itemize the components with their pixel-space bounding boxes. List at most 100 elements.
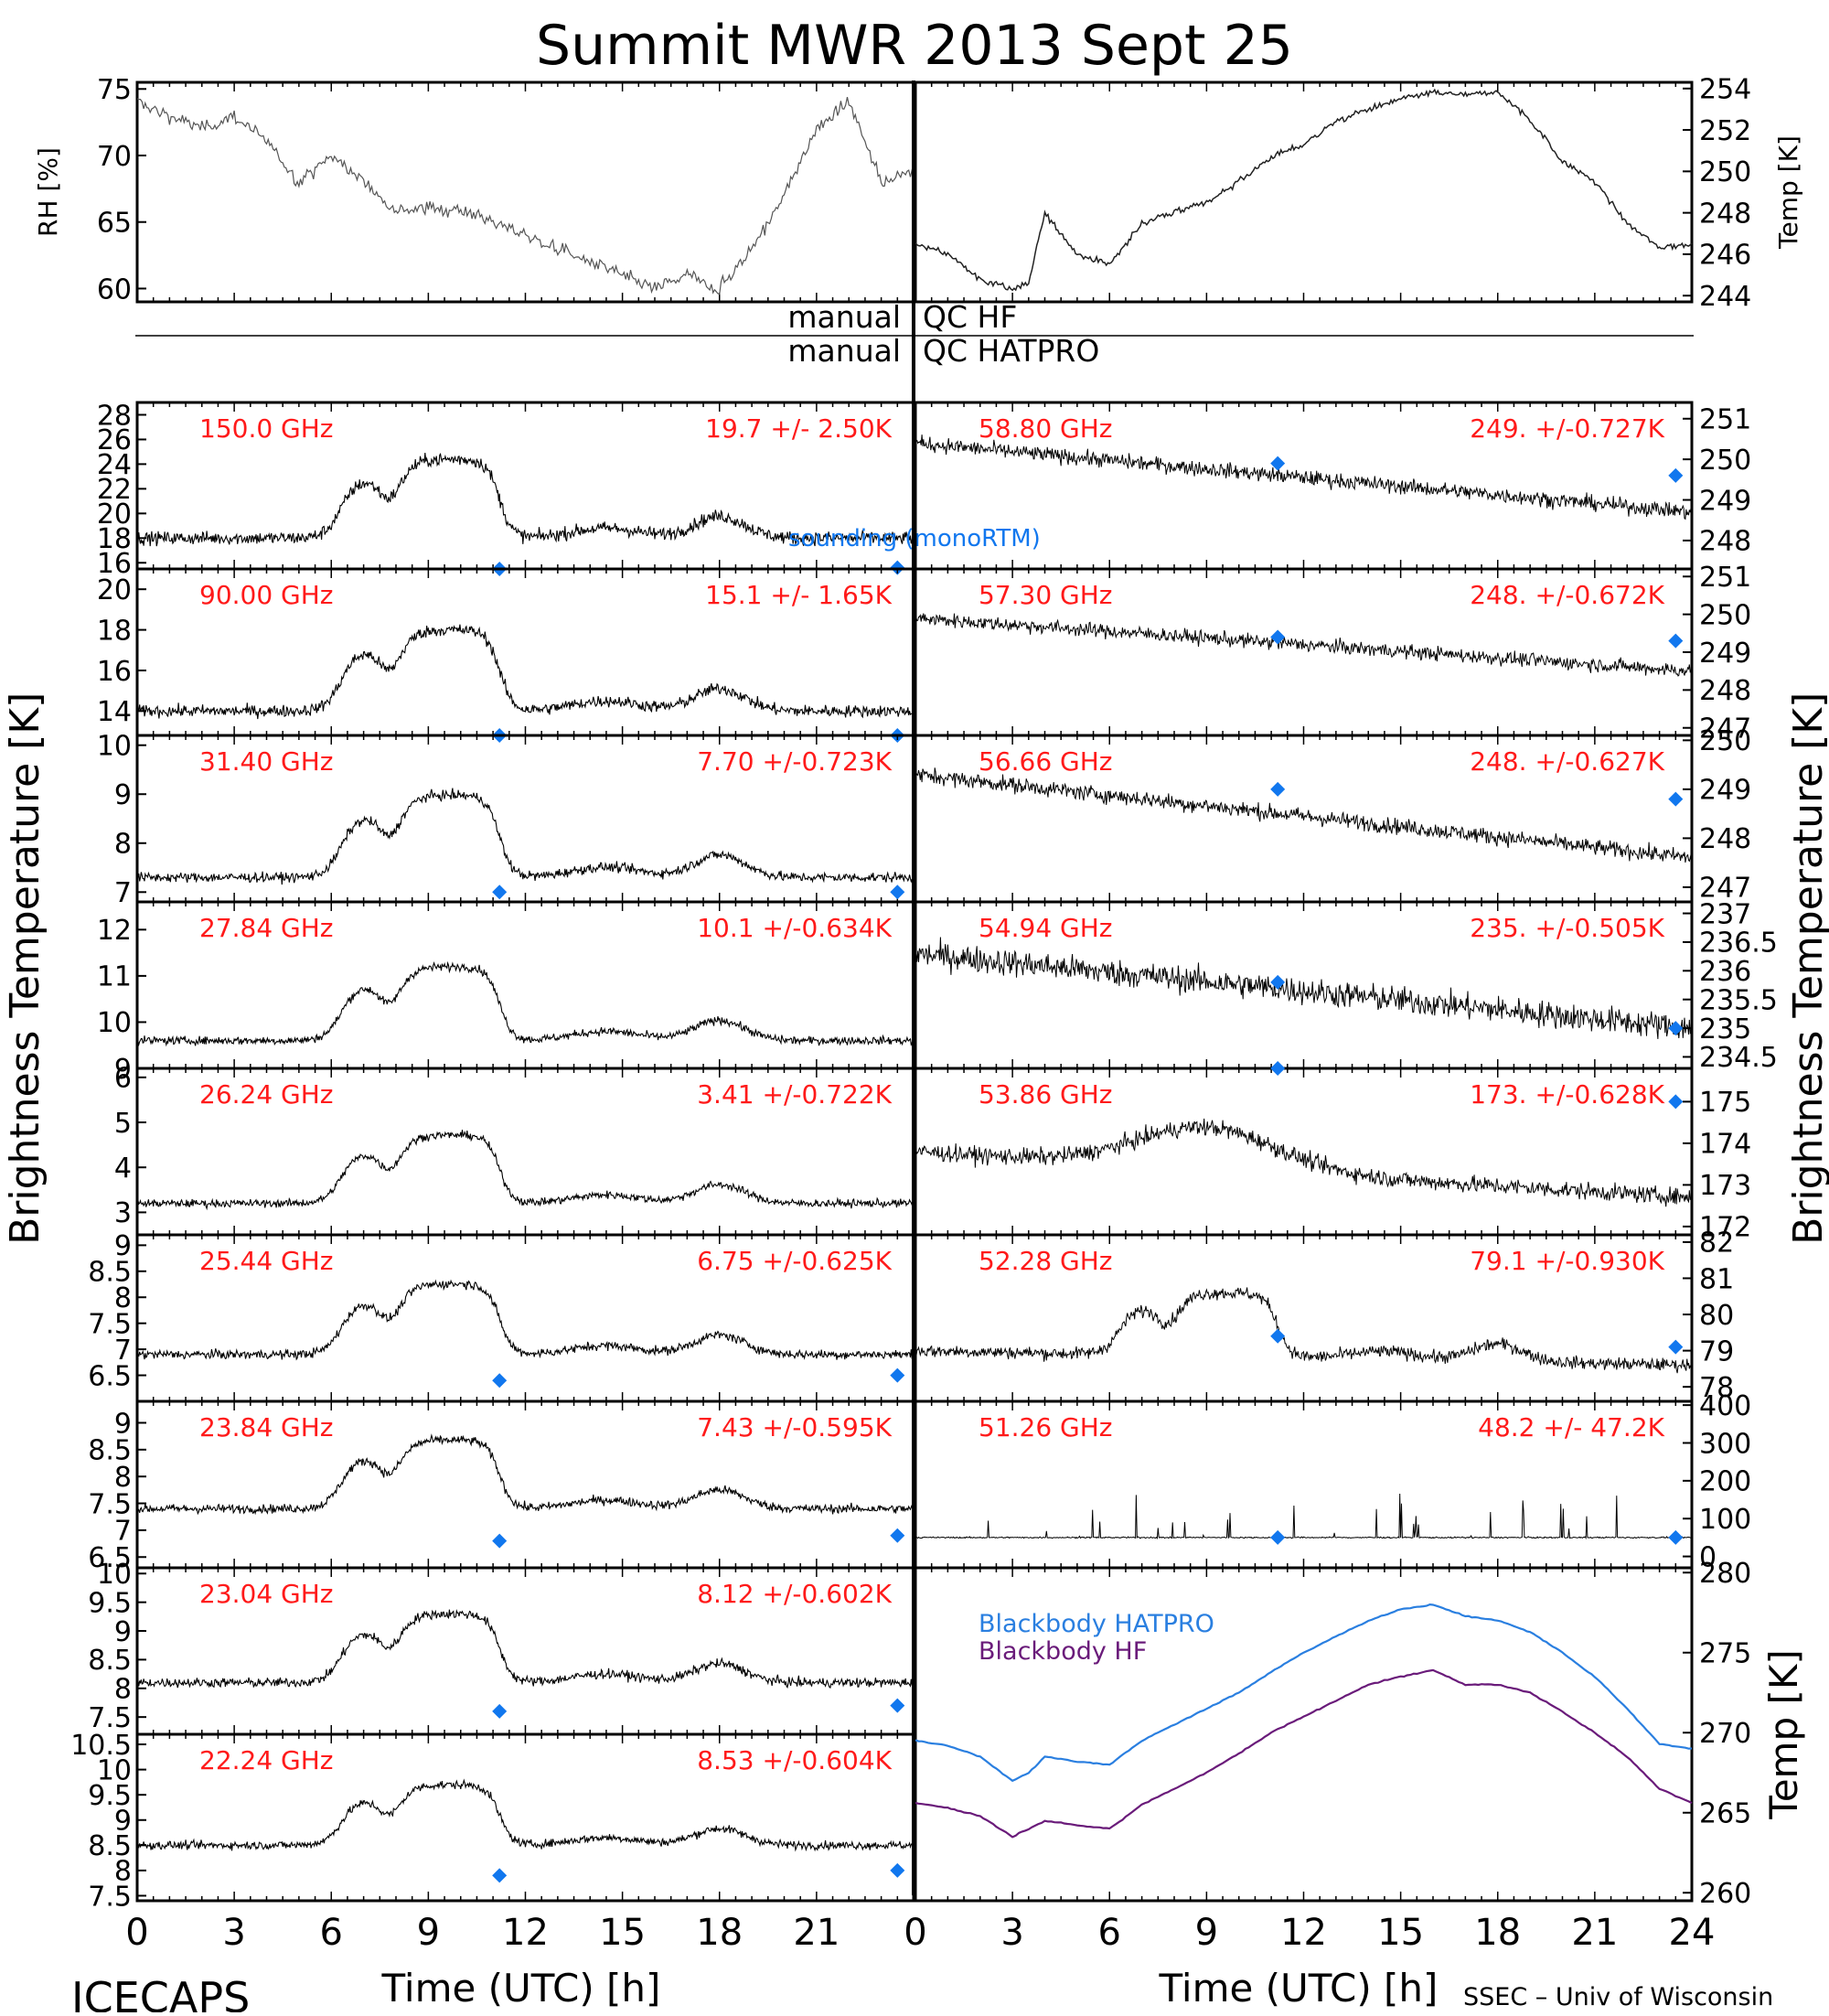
left-panel-7-statistics: 7.43 +/-0.595K: [697, 1412, 892, 1442]
temp-axis-label: Temp [K]: [1773, 135, 1803, 250]
right-panel-3-series: [914, 767, 1693, 863]
right-panel-4-series: [914, 937, 1693, 1039]
left-panel-1-ytick-label: 22: [97, 474, 132, 506]
right-panel-4-frequency: 54.94 GHz: [979, 913, 1113, 943]
x-tick-label-right: 24: [1669, 1912, 1716, 1954]
left-panel-9-frequency: 22.24 GHz: [199, 1745, 334, 1775]
blackbody-hatpro-legend: Blackbody HATPRO: [979, 1610, 1214, 1638]
left-panel-3-sounding-marker: [890, 885, 905, 900]
right-panel-5-ytick-label: 175: [1699, 1087, 1751, 1119]
left-panel-7-sounding-marker: [492, 1533, 508, 1549]
right-panel-4-statistics: 235. +/-0.505K: [1470, 913, 1664, 943]
blackbody-hf-line: [914, 1668, 1693, 1839]
left-panel-2-statistics: 15.1 +/- 1.65K: [705, 580, 892, 610]
right-panel-6-frequency: 52.28 GHz: [979, 1246, 1113, 1276]
left-panel-7-frequency: 23.84 GHz: [199, 1412, 334, 1442]
left-panel-5-ytick-label: 4: [114, 1153, 132, 1185]
left-panel-8-sounding-marker: [492, 1703, 508, 1719]
right-panel-5-ytick-label: 173: [1699, 1170, 1751, 1202]
left-panel-9-ytick-label: 8.5: [88, 1830, 132, 1862]
right-panel-1-ytick-label: 250: [1699, 445, 1751, 477]
right-panel-5-sounding-marker: [1270, 1061, 1286, 1076]
x-tick-label-right: 21: [1571, 1912, 1618, 1954]
left-panel-9-ytick-label: 9.5: [88, 1780, 132, 1812]
brightness-temperature-label-left: Brightness Temperature [K]: [2, 692, 48, 1245]
left-panel-4-ytick-label: 10: [97, 1007, 132, 1039]
right-panel-4-ytick-label: 235: [1699, 1013, 1751, 1046]
left-panel-9-ytick-label: 7.5: [88, 1881, 132, 1913]
left-panel-3-series: [136, 788, 914, 885]
temp-ytick-label: 248: [1699, 198, 1751, 230]
right-panel-2-sounding-marker: [1270, 629, 1286, 645]
left-panel-7-ytick-label: 8: [114, 1462, 132, 1494]
right-panel-3-ytick-label: 247: [1699, 873, 1751, 905]
x-tick-label-left: 21: [793, 1912, 840, 1954]
blackbody-ytick-label: 270: [1699, 1718, 1751, 1750]
right-panel-7-ytick-label: 100: [1699, 1504, 1751, 1536]
left-panel-6-ytick-label: 9: [114, 1230, 132, 1262]
left-panel-5-series: [136, 1130, 914, 1211]
left-panel-9-ytick-label: 9: [114, 1806, 132, 1838]
x-tick-label-right: 18: [1474, 1912, 1521, 1954]
right-panel-1-ytick-label: 249: [1699, 485, 1751, 517]
left-panel-9-sounding-marker: [890, 1862, 905, 1878]
left-panel-1-ytick-label: 24: [97, 449, 132, 481]
blackbody-ytick-label: 280: [1699, 1558, 1751, 1590]
right-panel-2-ytick-label: 251: [1699, 562, 1751, 594]
left-panel-6-ytick-label: 6.5: [88, 1360, 132, 1392]
left-panel-6-ytick-label: 8.5: [88, 1257, 132, 1289]
blackbody-ytick-label: 260: [1699, 1878, 1751, 1910]
temp-ytick-label: 254: [1699, 74, 1751, 106]
left-panel-8-ytick-label: 9: [114, 1616, 132, 1648]
temp-ytick-label: 252: [1699, 115, 1751, 147]
left-panel-9-ytick-label: 8: [114, 1856, 132, 1888]
chart-title: Summit MWR 2013 Sept 25: [536, 14, 1293, 78]
right-panel-5-series: [914, 1118, 1693, 1207]
right-panel-4-ytick-label: 236.5: [1699, 928, 1778, 960]
blackbody-hf-legend: Blackbody HF: [979, 1637, 1147, 1666]
left-panel-8-ytick-label: 8: [114, 1674, 132, 1706]
x-tick-label-right: 15: [1377, 1912, 1424, 1954]
right-panel-3-sounding-marker: [1668, 791, 1684, 807]
right-panel-4-ytick-label: 234.5: [1699, 1042, 1778, 1074]
right-panel-2-ytick-label: 248: [1699, 675, 1751, 707]
left-panel-8-series: [136, 1609, 914, 1689]
x-tick-label-right: 12: [1280, 1912, 1327, 1954]
left-panel-3-sounding-marker: [492, 885, 508, 900]
x-tick-label-right: 0: [904, 1912, 926, 1954]
right-panel-7-sounding-marker: [1668, 1529, 1684, 1545]
x-axis-label-right: Time (UTC) [h]: [1159, 1966, 1439, 2011]
left-panel-3-ytick-label: 9: [114, 779, 132, 811]
rh-ytick-label: 60: [97, 273, 132, 306]
left-panel-8-frequency: 23.04 GHz: [199, 1579, 334, 1609]
right-panel-4-sounding-marker: [1270, 974, 1286, 990]
x-tick-label-right: 9: [1195, 1912, 1218, 1954]
right-panel-1-frequency: 58.80 GHz: [979, 413, 1113, 444]
left-panel-6-sounding-marker: [492, 1373, 508, 1389]
right-panel-5-sounding-marker: [1668, 1094, 1684, 1110]
left-panel-9-series: [136, 1778, 914, 1852]
left-panel-4-series: [136, 960, 914, 1047]
right-panel-2-statistics: 248. +/-0.672K: [1470, 580, 1664, 610]
blackbody-ytick-label: 265: [1699, 1798, 1751, 1830]
left-panel-6-ytick-label: 8: [114, 1282, 132, 1314]
left-panel-7-series: [136, 1433, 914, 1516]
left-panel-7-ytick-label: 9: [114, 1408, 132, 1440]
blackbody-ytick-label: 275: [1699, 1638, 1751, 1670]
rh-series: [136, 96, 914, 295]
right-panel-1-sounding-marker: [1270, 456, 1286, 471]
qc-hatpro-right: QC HATPRO: [923, 333, 1099, 369]
left-panel-8-ytick-label: 8.5: [88, 1645, 132, 1677]
left-panel-2-ytick-label: 14: [97, 696, 132, 728]
left-panel-9-statistics: 8.53 +/-0.604K: [697, 1745, 892, 1775]
left-panel-9-ytick-label: 10.5: [70, 1730, 132, 1762]
temp-ytick-label: 250: [1699, 156, 1751, 188]
right-panel-1-ytick-label: 248: [1699, 526, 1751, 558]
right-panel-7-statistics: 48.2 +/- 47.2K: [1478, 1412, 1664, 1442]
x-tick-label-right: 3: [1000, 1912, 1023, 1954]
left-panel-2-ytick-label: 16: [97, 656, 132, 688]
right-panel-3-statistics: 248. +/-0.627K: [1470, 746, 1664, 777]
x-tick-label-left: 15: [599, 1912, 646, 1954]
temp-ytick-label: 244: [1699, 281, 1751, 313]
